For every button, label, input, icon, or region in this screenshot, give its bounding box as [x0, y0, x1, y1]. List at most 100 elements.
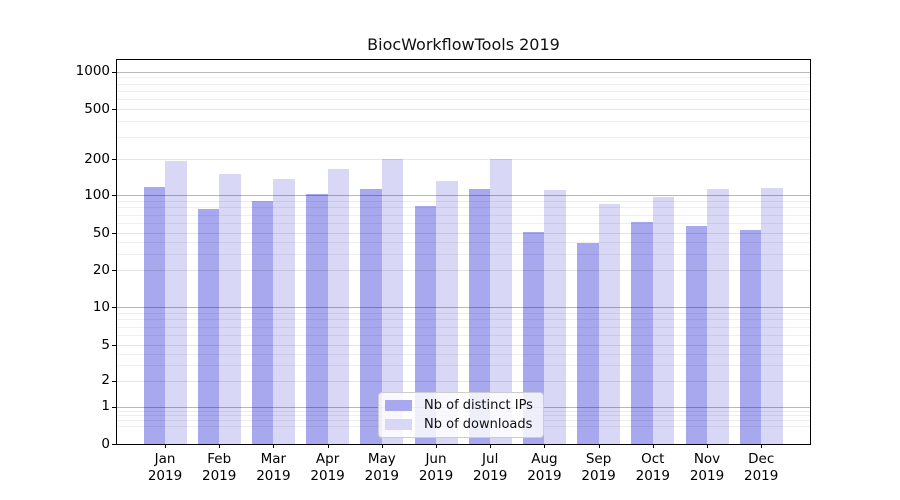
- gridline-10: [117, 307, 810, 309]
- y-tick-1000: [112, 71, 116, 73]
- legend-label-downloads: Nb of downloads: [424, 417, 533, 432]
- y-tick-500: [112, 109, 116, 111]
- minor-gridline-7: [117, 326, 810, 328]
- bar-mar-distinct-ips: [251, 201, 274, 444]
- minor-gridline-400: [117, 121, 810, 123]
- minor-gridline-90: [117, 200, 810, 202]
- minor-gridline-9: [117, 313, 810, 314]
- minor-gridline-70: [117, 214, 810, 216]
- bar-may-distinct-ips: [360, 189, 382, 444]
- bar-sep-distinct-ips: [577, 243, 599, 444]
- y-tick-label-100: 100: [84, 186, 110, 203]
- y-tick-label-1000: 1000: [75, 63, 110, 79]
- minor-gridline-700: [117, 91, 810, 92]
- y-tick-10: [112, 307, 116, 309]
- x-tick-feb: [219, 444, 221, 448]
- plot-area: Nb of distinct IPs Nb of downloads: [116, 59, 811, 445]
- x-tick-label-mar: Mar 2019: [256, 451, 291, 484]
- x-tick-aug: [544, 444, 546, 448]
- gridline-200: [117, 159, 810, 160]
- bar-aug-distinct-ips: [522, 232, 545, 444]
- x-tick-nov: [707, 444, 708, 448]
- gridline-100: [117, 195, 810, 196]
- x-tick-label-jan: Jan 2019: [147, 451, 183, 484]
- x-tick-mar: [273, 444, 275, 448]
- y-tick-20: [112, 270, 116, 271]
- bar-apr-downloads: [327, 169, 350, 444]
- x-tick-dec: [761, 444, 763, 448]
- gridline-20: [117, 270, 810, 271]
- y-tick-label-0: 0: [101, 435, 110, 452]
- bar-feb-downloads: [219, 173, 241, 444]
- minor-gridline-800: [117, 83, 810, 85]
- minor-gridline-600: [117, 99, 810, 101]
- minor-gridline-80: [117, 207, 810, 209]
- bar-may-downloads: [381, 158, 404, 444]
- legend: Nb of distinct IPs Nb of downloads: [378, 392, 544, 438]
- minor-gridline-6: [117, 335, 810, 337]
- minor-gridline-300: [117, 137, 810, 138]
- y-tick-1: [112, 406, 116, 408]
- y-tick-2: [112, 380, 116, 382]
- x-tick-apr: [327, 444, 329, 448]
- x-tick-jul: [490, 444, 492, 448]
- x-tick-jan: [165, 444, 166, 448]
- x-tick-jun: [436, 444, 437, 448]
- legend-swatch-downloads: [385, 419, 412, 430]
- bar-mar-downloads: [273, 179, 295, 444]
- legend-row-distinct-ips: Nb of distinct IPs: [385, 398, 537, 413]
- y-tick-200: [112, 159, 116, 160]
- bar-oct-distinct-ips: [631, 222, 653, 444]
- minor-gridline-4: [117, 353, 810, 355]
- x-tick-label-may: May 2019: [364, 451, 399, 484]
- x-tick-label-dec: Dec 2019: [744, 451, 779, 484]
- x-tick-label-aug: Aug 2019: [527, 451, 562, 484]
- y-tick-label-2: 2: [101, 372, 110, 389]
- bar-jan-downloads: [165, 161, 187, 444]
- y-tick-50: [112, 233, 116, 235]
- gridline-500: [117, 109, 810, 111]
- x-tick-label-apr: Apr 2019: [310, 451, 345, 484]
- chart-title: BiocWorkflowTools 2019: [367, 35, 560, 54]
- bar-jul-downloads: [490, 158, 512, 444]
- legend-swatch-distinct-ips: [385, 400, 412, 411]
- bar-jul-distinct-ips: [468, 188, 491, 444]
- x-tick-label-sep: Sep 2019: [581, 451, 616, 484]
- bar-aug-downloads: [544, 190, 566, 444]
- bar-feb-distinct-ips: [197, 209, 220, 444]
- y-tick-label-20: 20: [92, 261, 110, 278]
- y-tick-100: [112, 195, 116, 196]
- bar-apr-distinct-ips: [306, 194, 328, 444]
- x-tick-may: [381, 444, 383, 448]
- y-tick-label-1: 1: [101, 398, 110, 415]
- y-tick-5: [112, 345, 116, 346]
- bar-dec-distinct-ips: [739, 230, 762, 444]
- gridline-50: [117, 233, 810, 235]
- gridline-1000: [117, 71, 810, 73]
- y-tick-label-50: 50: [92, 224, 110, 241]
- bar-jan-distinct-ips: [143, 187, 165, 444]
- minor-gridline-3: [117, 364, 810, 366]
- bar-nov-distinct-ips: [685, 226, 707, 444]
- y-tick-label-10: 10: [92, 298, 110, 315]
- bar-sep-downloads: [598, 204, 621, 444]
- x-tick-label-nov: Nov 2019: [689, 451, 725, 484]
- bar-jun-downloads: [436, 180, 458, 444]
- x-tick-oct: [652, 444, 654, 448]
- minor-gridline-900: [117, 77, 810, 79]
- gridline-2: [117, 380, 810, 382]
- legend-label-distinct-ips: Nb of distinct IPs: [424, 398, 533, 413]
- x-tick-sep: [598, 444, 600, 448]
- bar-dec-downloads: [761, 187, 783, 444]
- minor-gridline-30: [117, 253, 810, 255]
- minor-gridline-60: [117, 223, 810, 225]
- x-tick-label-jul: Jul 2019: [473, 451, 508, 484]
- x-tick-label-jun: Jun 2019: [418, 451, 454, 484]
- legend-row-downloads: Nb of downloads: [385, 417, 537, 432]
- y-tick-label-200: 200: [84, 150, 110, 167]
- minor-gridline-40: [117, 242, 810, 244]
- bar-jun-distinct-ips: [414, 206, 436, 444]
- x-tick-label-oct: Oct 2019: [635, 451, 670, 484]
- y-tick-label-500: 500: [84, 100, 110, 117]
